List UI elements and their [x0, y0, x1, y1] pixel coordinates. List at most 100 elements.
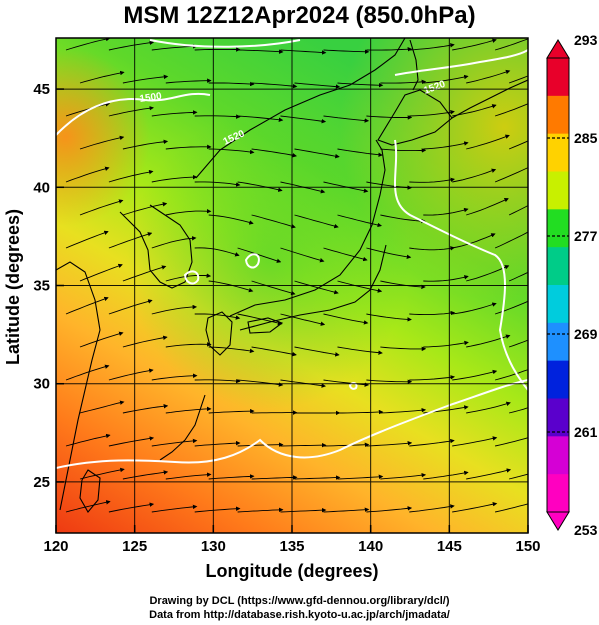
y-tick-label: 25: [33, 474, 50, 491]
streamline-arrow: [294, 280, 339, 295]
streamline-arrow: [165, 273, 212, 282]
streamline-arrow: [151, 304, 198, 315]
streamline-arrow: [151, 110, 198, 117]
streamline-arrow: [280, 442, 327, 448]
streamline-arrow: [79, 135, 125, 150]
streamline-arrow: [79, 70, 125, 84]
streamline-arrow: [423, 141, 469, 150]
x-tick-label: 125: [122, 538, 147, 555]
colorbar-bottom-triangle: [546, 511, 570, 531]
y-tick-label: 30: [33, 376, 50, 393]
streamline-arrow: [380, 472, 427, 480]
colorbar-segment: [547, 360, 569, 399]
streamline-arrow: [337, 148, 383, 157]
streamline-arrow: [108, 232, 153, 249]
streamline-arrow: [337, 82, 384, 88]
streamline-arrow: [495, 503, 528, 513]
streamline-arrow: [380, 148, 427, 153]
china-coastline: [56, 261, 101, 511]
streamline-arrow: [380, 280, 426, 290]
streamline-arrow: [294, 82, 341, 89]
russia-coastline: [195, 38, 406, 179]
colorbar-segment: [547, 322, 569, 362]
contour-line-east: [394, 139, 528, 391]
streamline-arrow: [495, 437, 528, 447]
streamline-arrow: [79, 199, 124, 216]
streamline-arrow: [280, 49, 327, 55]
streamline-arrow: [323, 115, 370, 123]
streamline-arrow: [194, 378, 241, 384]
colorbar-segment: [547, 133, 569, 172]
colorbar-label: 285: [574, 130, 598, 146]
streamline-arrow: [294, 148, 340, 159]
y-tick-label: 45: [33, 81, 50, 98]
colorbar-segment: [547, 58, 569, 97]
sakhalin-coastline: [409, 39, 419, 91]
streamline-arrow: [466, 69, 511, 84]
streamline-arrow: [323, 247, 368, 262]
streamline-arrow: [494, 167, 528, 183]
streamline-arrow: [65, 230, 109, 249]
streamline-arrow: [508, 473, 528, 480]
streamline-arrow: [251, 475, 298, 480]
colorbar-segment: [547, 171, 569, 210]
streamline-arrow: [452, 168, 497, 183]
streamline-arrow: [466, 468, 512, 480]
lat-lon-grid: [56, 38, 528, 533]
streamline-arrow: [194, 440, 241, 447]
streamline-arrow: [122, 202, 168, 216]
streamline-arrow: [165, 406, 212, 414]
streamline-arrow: [79, 331, 124, 348]
streamline-arrow: [452, 436, 498, 447]
x-tick-label: 145: [437, 538, 462, 555]
korea-coastline: [119, 204, 193, 289]
contour-line-north: [149, 39, 301, 48]
streamline-arrow: [165, 144, 212, 150]
colorbar-label: 269: [574, 326, 598, 342]
streamline-arrow: [452, 38, 497, 51]
streamline-arrow: [208, 408, 255, 414]
contour-loop-sea: [244, 253, 260, 269]
streamline-arrow: [280, 115, 327, 124]
x-tick-label: 135: [279, 538, 304, 555]
streamline-arrow: [65, 500, 111, 513]
streamline-arrow: [122, 335, 168, 348]
streamline-arrow: [108, 368, 154, 381]
streamline-arrow: [466, 198, 509, 216]
streamline-arrow: [151, 373, 198, 381]
x-tick-label: 140: [358, 538, 383, 555]
streamline-arrow: [409, 504, 455, 513]
streamline-arrow: [380, 407, 427, 414]
streamline-arrow: [151, 236, 197, 249]
streamline-arrow: [208, 214, 254, 225]
streamline-arrow: [165, 78, 212, 84]
streamline-arrow: [208, 474, 255, 480]
streamline-arrow: [494, 38, 528, 51]
streamline-arrow: [337, 280, 383, 293]
contour-line-1520: [394, 49, 528, 76]
streamline-arrow: [466, 265, 510, 282]
colorbar-label: 293: [574, 32, 598, 48]
streamline-arrow: [151, 174, 198, 183]
streamline-arrow: [237, 49, 284, 54]
streamline-arrow: [366, 441, 413, 447]
streamline-arrow: [79, 400, 125, 414]
streamline-arrow: [122, 403, 169, 414]
shikoku-coastline: [247, 317, 284, 334]
streamline-arrow: [294, 346, 340, 357]
y-axis-label: Latitude (degrees): [3, 209, 23, 365]
streamline-arrow: [165, 472, 212, 480]
contour-loop-small: [348, 382, 358, 390]
streamline-arrow: [494, 231, 528, 249]
contour-line-1500: [56, 92, 211, 136]
streamline-arrow: [151, 44, 198, 51]
streamline-arrow: [251, 280, 296, 296]
streamline-arrow: [323, 507, 370, 513]
streamline-arrow: [151, 504, 198, 513]
streamline-arrow: [380, 214, 426, 224]
colorbar-label: 253: [574, 522, 598, 538]
streamline-arrow: [466, 401, 511, 414]
streamline-arrow: [366, 247, 412, 260]
streamline-arrow: [251, 346, 297, 357]
